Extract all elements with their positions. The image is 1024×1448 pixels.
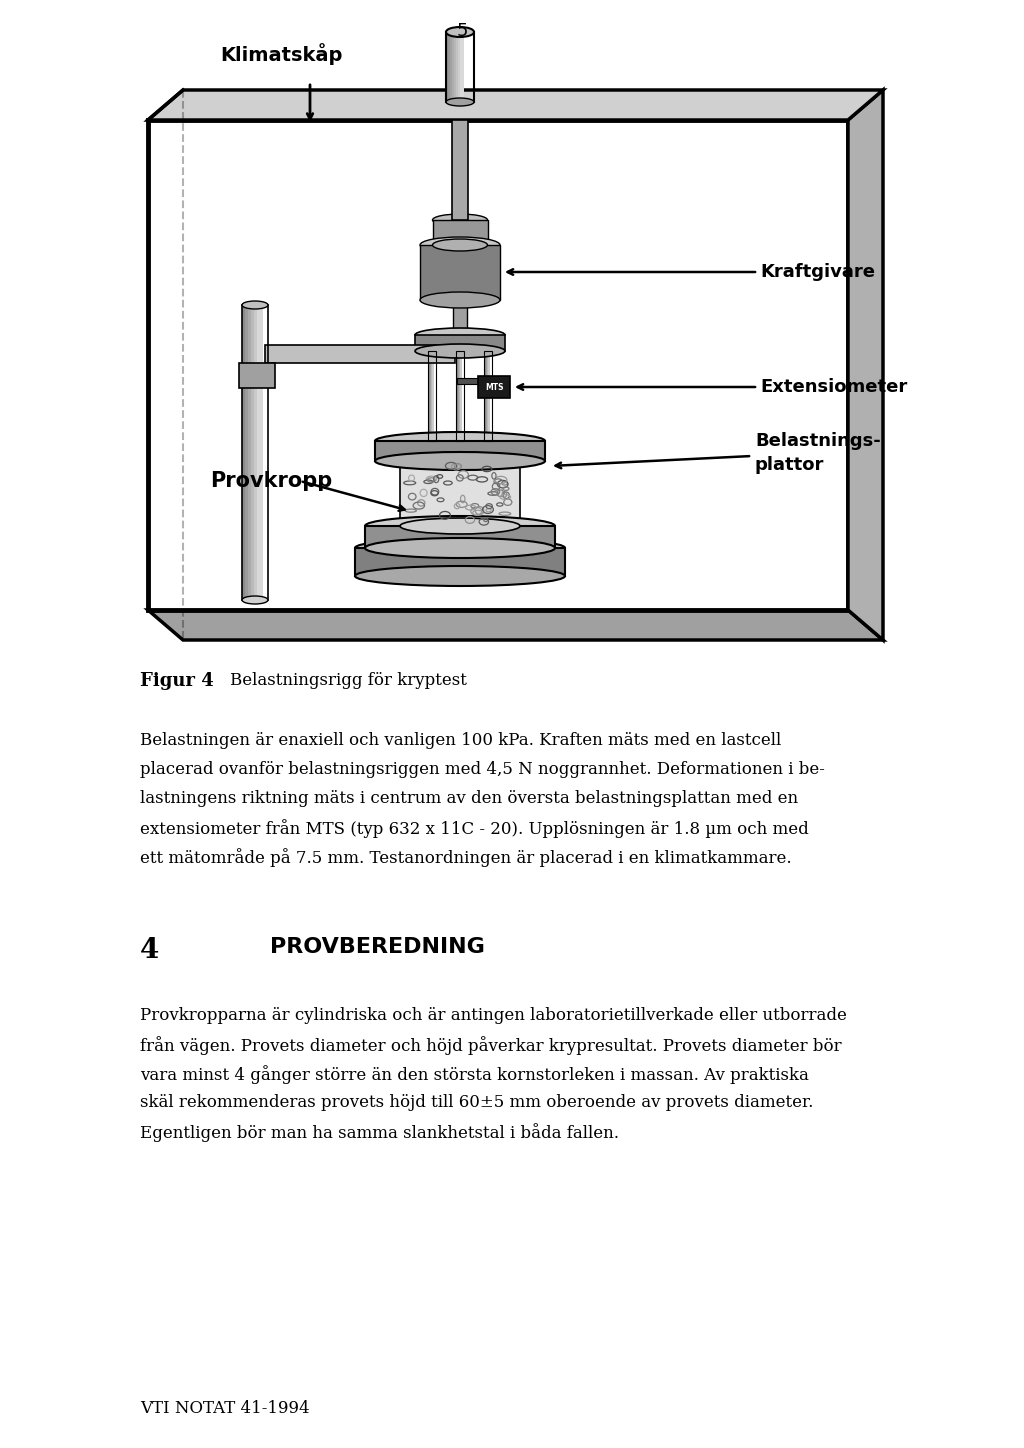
Bar <box>486 350 488 442</box>
Bar <box>485 350 487 442</box>
Ellipse shape <box>365 539 555 557</box>
Bar <box>365 526 555 547</box>
Bar <box>400 460 520 526</box>
Text: Egentligen bör man ha samma slankhetstal i båda fallen.: Egentligen bör man ha samma slankhetstal… <box>140 1124 618 1142</box>
Text: Belastningen är enaxiell och vanligen 100 kPa. Kraften mäts med en lastcell: Belastningen är enaxiell och vanligen 10… <box>140 733 781 749</box>
Text: Extensiometer: Extensiometer <box>760 378 907 395</box>
Polygon shape <box>148 90 883 120</box>
Bar <box>460 32 464 101</box>
Text: extensiometer från MTS (typ 632 x 11C - 20). Upplösningen är 1.8 µm och med: extensiometer från MTS (typ 632 x 11C - … <box>140 820 809 838</box>
Ellipse shape <box>375 452 545 471</box>
Ellipse shape <box>400 453 520 469</box>
Text: Belastnings-: Belastnings- <box>755 432 881 450</box>
Bar <box>429 350 431 442</box>
Bar <box>452 32 456 101</box>
Ellipse shape <box>415 345 505 358</box>
Bar <box>446 32 474 101</box>
Bar <box>454 32 458 101</box>
Bar <box>453 300 467 334</box>
Ellipse shape <box>365 515 555 536</box>
Bar <box>458 32 462 101</box>
Bar <box>446 32 450 101</box>
Bar <box>239 363 275 388</box>
Bar <box>420 245 500 300</box>
Text: 5: 5 <box>457 22 468 41</box>
Polygon shape <box>148 610 883 640</box>
Bar <box>251 306 257 599</box>
Text: vara minst 4 gånger större än den största kornstorleken i massan. Av praktiska: vara minst 4 gånger större än den störst… <box>140 1064 809 1085</box>
Text: VTI NOTAT 41-1994: VTI NOTAT 41-1994 <box>140 1400 309 1418</box>
Ellipse shape <box>446 28 474 38</box>
Text: ett mätområde på 7.5 mm. Testanordningen är placerad i en klimatkammare.: ett mätområde på 7.5 mm. Testanordningen… <box>140 849 792 867</box>
Text: Kraftgivare: Kraftgivare <box>760 264 874 281</box>
Bar <box>242 306 248 599</box>
Ellipse shape <box>415 329 505 342</box>
Bar <box>484 350 492 442</box>
Ellipse shape <box>242 597 268 604</box>
Bar <box>487 350 489 442</box>
Bar <box>460 350 462 442</box>
Ellipse shape <box>432 214 487 226</box>
Bar <box>478 376 510 398</box>
Bar <box>457 378 478 384</box>
Bar <box>459 350 461 442</box>
Bar <box>248 306 254 599</box>
Bar <box>428 350 436 442</box>
Text: från vägen. Provets diameter och höjd påverkar krypresultat. Provets diameter bö: från vägen. Provets diameter och höjd på… <box>140 1035 842 1056</box>
Text: Belastningsrigg för kryptest: Belastningsrigg för kryptest <box>230 672 467 689</box>
Bar <box>242 306 268 599</box>
Ellipse shape <box>420 237 500 253</box>
Ellipse shape <box>400 518 520 534</box>
Text: Klimatskåp: Klimatskåp <box>220 43 342 65</box>
Bar <box>148 120 848 610</box>
Polygon shape <box>848 90 883 640</box>
Bar <box>488 350 490 442</box>
Text: plattor: plattor <box>755 456 824 473</box>
Text: placerad ovanför belastningsriggen med 4,5 N noggrannhet. Deformationen i be-: placerad ovanför belastningsriggen med 4… <box>140 762 825 778</box>
Bar <box>254 306 260 599</box>
Ellipse shape <box>446 98 474 106</box>
Ellipse shape <box>420 292 500 308</box>
Ellipse shape <box>375 432 545 450</box>
Bar <box>452 120 468 220</box>
Bar <box>456 350 464 442</box>
Bar <box>265 345 455 363</box>
Bar <box>449 32 452 101</box>
Bar <box>430 350 432 442</box>
Text: Provkropp: Provkropp <box>210 471 332 491</box>
Bar <box>456 32 460 101</box>
Ellipse shape <box>242 301 268 308</box>
Bar <box>457 350 459 442</box>
Bar <box>431 350 433 442</box>
Text: 4: 4 <box>140 937 160 964</box>
Ellipse shape <box>432 239 487 251</box>
Ellipse shape <box>355 566 565 586</box>
Bar <box>375 442 545 460</box>
Bar <box>458 350 460 442</box>
Bar <box>257 306 263 599</box>
Text: lastningens riktning mäts i centrum av den översta belastningsplattan med en: lastningens riktning mäts i centrum av d… <box>140 791 798 807</box>
Bar <box>432 350 434 442</box>
Bar <box>355 547 565 576</box>
Text: PROVBEREDNING: PROVBEREDNING <box>270 937 485 957</box>
Text: Provkropparna är cylindriska och är antingen laboratorietillverkade eller utborr: Provkropparna är cylindriska och är anti… <box>140 1006 847 1024</box>
Text: MTS: MTS <box>484 382 503 391</box>
Bar <box>450 32 454 101</box>
Ellipse shape <box>355 539 565 557</box>
Text: Figur 4: Figur 4 <box>140 672 214 691</box>
Bar <box>245 306 251 599</box>
Bar <box>415 334 505 350</box>
Bar <box>433 220 488 245</box>
Text: skäl rekommenderas provets höjd till 60±5 mm oberoende av provets diameter.: skäl rekommenderas provets höjd till 60±… <box>140 1095 813 1111</box>
